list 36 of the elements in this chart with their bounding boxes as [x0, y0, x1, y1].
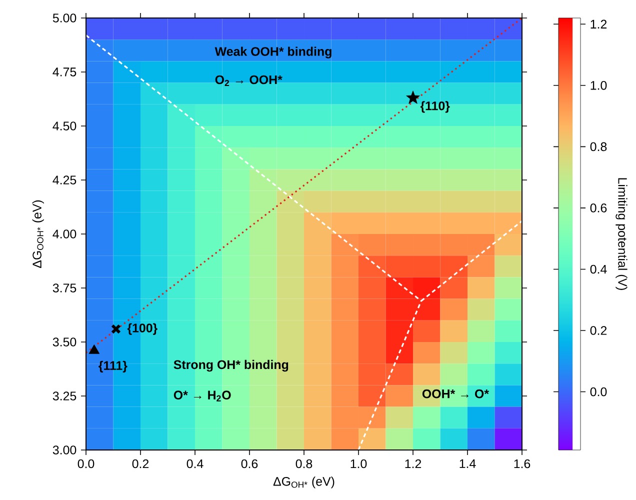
- annotation: {110}: [420, 101, 450, 113]
- annotation: O$_{2}$ → OOH*: [215, 75, 282, 86]
- x-axis-title: ΔG$_{OH*}$ (eV): [273, 476, 334, 488]
- color-bar-label: 0.6: [590, 204, 607, 212]
- color-bar-label: 1.0: [590, 81, 607, 90]
- x-tick-label: 0.6: [241, 459, 258, 468]
- x-tick-label: 0.0: [78, 459, 94, 468]
- annotation: Weak OOH* binding: [214, 46, 332, 58]
- x-tick-label: 1.2: [405, 459, 422, 468]
- color-bar-label: 0.0: [590, 387, 607, 396]
- y-tick-label: 4.25: [52, 176, 76, 184]
- y-tick-label: 3.25: [52, 392, 76, 400]
- y-tick-label: 3.00: [52, 446, 76, 454]
- y-tick-label: 4.75: [52, 68, 76, 76]
- color-bar-label: 1.2: [590, 20, 607, 28]
- annotation: Strong OH* binding: [174, 360, 288, 372]
- y-tick-label: 4.50: [52, 122, 76, 130]
- color-bar-label: 0.4: [590, 264, 607, 274]
- y-tick-label: 4.00: [52, 230, 76, 238]
- y-tick-label: 3.75: [52, 284, 76, 292]
- x-tick-label: 0.8: [296, 459, 312, 468]
- annotation: {111}: [98, 360, 128, 372]
- x-tick-label: 1.6: [514, 459, 530, 468]
- x-tick-label: 1.0: [350, 459, 367, 468]
- y-axis-title: ΔG$_{OOH*}$ (eV): [32, 200, 44, 268]
- y-tick-label: 5.00: [52, 14, 76, 22]
- y-tick-label: 3.50: [52, 338, 76, 346]
- color-bar-label: 0.8: [590, 142, 607, 152]
- annotation: OOH* → O*: [422, 389, 490, 398]
- color-bar-title: Limiting potential (V): [616, 178, 628, 290]
- annotation: O* → H$_{2}$O: [174, 390, 231, 402]
- annotation: {100}: [127, 323, 158, 335]
- x-tick-label: 0.4: [186, 459, 204, 468]
- x-tick-label: 1.4: [460, 459, 476, 468]
- color-bar-label: 0.2: [590, 326, 607, 335]
- x-tick-label: 0.2: [132, 459, 149, 468]
